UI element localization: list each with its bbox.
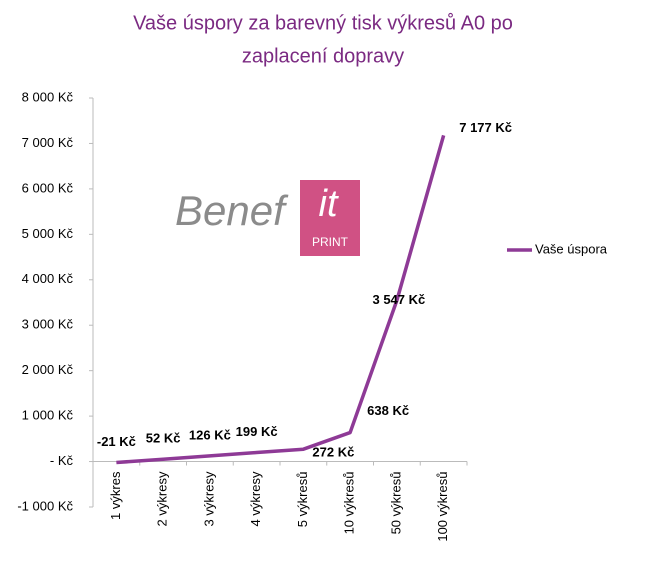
y-tick-label: 2 000 Kč	[22, 362, 74, 377]
y-tick-label: 5 000 Kč	[22, 226, 74, 241]
y-tick-label: 3 000 Kč	[22, 317, 74, 332]
x-tick-label: 4 výkresy	[248, 471, 263, 526]
y-tick-label: - Kč	[50, 453, 74, 468]
y-tick-label: -1 000 Kč	[17, 498, 73, 513]
value-label: 3 547 Kč	[372, 292, 425, 307]
x-tick-label: 2 výkresy	[155, 471, 170, 526]
value-label: 272 Kč	[312, 445, 354, 460]
y-tick-label: 8 000 Kč	[22, 89, 74, 104]
y-tick-label: 6 000 Kč	[22, 180, 74, 195]
value-label: 126 Kč	[189, 427, 231, 442]
x-tick-label: 50 výkresů	[388, 472, 403, 535]
x-tick-label: 10 výkresů	[342, 472, 357, 535]
logo-text: Benef	[175, 187, 289, 234]
value-label: 7 177 Kč	[459, 120, 512, 135]
value-label: -21 Kč	[97, 434, 136, 449]
x-tick-label: 1 výkres	[108, 471, 123, 520]
value-label: 199 Kč	[236, 424, 278, 439]
chart-title: Vaše úspory za barevný tisk výkresů A0 p…	[133, 12, 513, 34]
chart-title: zaplacení dopravy	[242, 45, 404, 67]
value-label: 52 Kč	[146, 431, 181, 446]
y-tick-label: 4 000 Kč	[22, 271, 74, 286]
line	[116, 134, 446, 465]
y-tick-label: 1 000 Kč	[22, 408, 74, 423]
logo-badge: it	[319, 183, 339, 225]
value-label: 638 Kč	[367, 403, 409, 418]
legend-label: Vaše úspora	[535, 241, 608, 256]
logo: Benef it PRINT	[175, 180, 360, 256]
x-tick-label: 3 výkresy	[201, 471, 216, 526]
logo-subtext: PRINT	[312, 235, 349, 249]
y-tick-label: 7 000 Kč	[22, 135, 74, 150]
x-tick-label: 5 výkresů	[295, 472, 310, 528]
logo-badge-box	[300, 180, 360, 256]
x-tick-label: 100 výkresů	[435, 472, 450, 542]
